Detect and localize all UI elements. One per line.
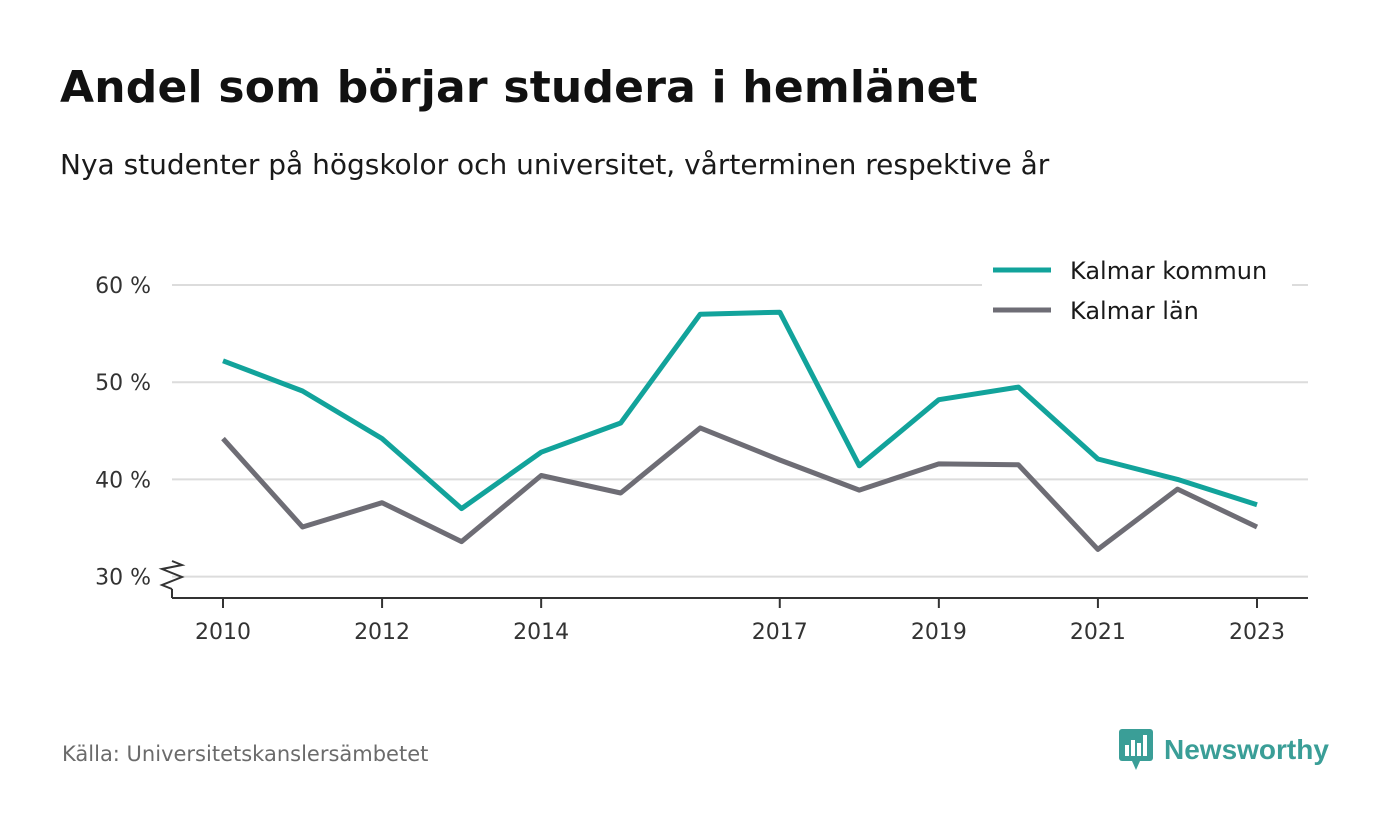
- axis-break-icon: [158, 560, 186, 590]
- legend-label: Kalmar kommun: [1070, 257, 1267, 285]
- y-tick-label: 40 %: [95, 468, 151, 493]
- series-line-kalmar-lan: [221, 425, 1259, 552]
- x-tick-label: 2012: [354, 620, 410, 645]
- chart-subtitle: Nya studenter på högskolor och universit…: [60, 148, 1050, 181]
- y-tick-label: 30 %: [95, 566, 151, 591]
- x-tick-label: 2014: [513, 620, 569, 645]
- series-line-kalmar-kommun: [222, 309, 1258, 512]
- bar-chart-speech-bubble-icon: [1119, 729, 1153, 770]
- legend-box: [982, 250, 1292, 334]
- y-tick-label: 50 %: [95, 371, 151, 396]
- source-note: Källa: Universitetskanslersämbetet: [62, 742, 429, 766]
- y-tick-label: 60 %: [95, 274, 151, 299]
- chart-title: Andel som börjar studera i hemlänet: [60, 62, 978, 113]
- x-tick-label: 2017: [752, 620, 808, 645]
- brand-name: Newsworthy: [1164, 734, 1329, 765]
- line-chart: 30 % 40 % 50 % 60 % 2010 2012 2014 2017 2019 2021…: [95, 250, 1308, 645]
- x-tick-label: 2023: [1229, 620, 1285, 645]
- x-tick-label: 2019: [911, 620, 967, 645]
- x-tick-label: 2010: [195, 620, 251, 645]
- legend-label: Kalmar län: [1070, 297, 1199, 325]
- x-tick-label: 2021: [1070, 620, 1126, 645]
- brand-logo: Newsworthy: [1118, 728, 1329, 772]
